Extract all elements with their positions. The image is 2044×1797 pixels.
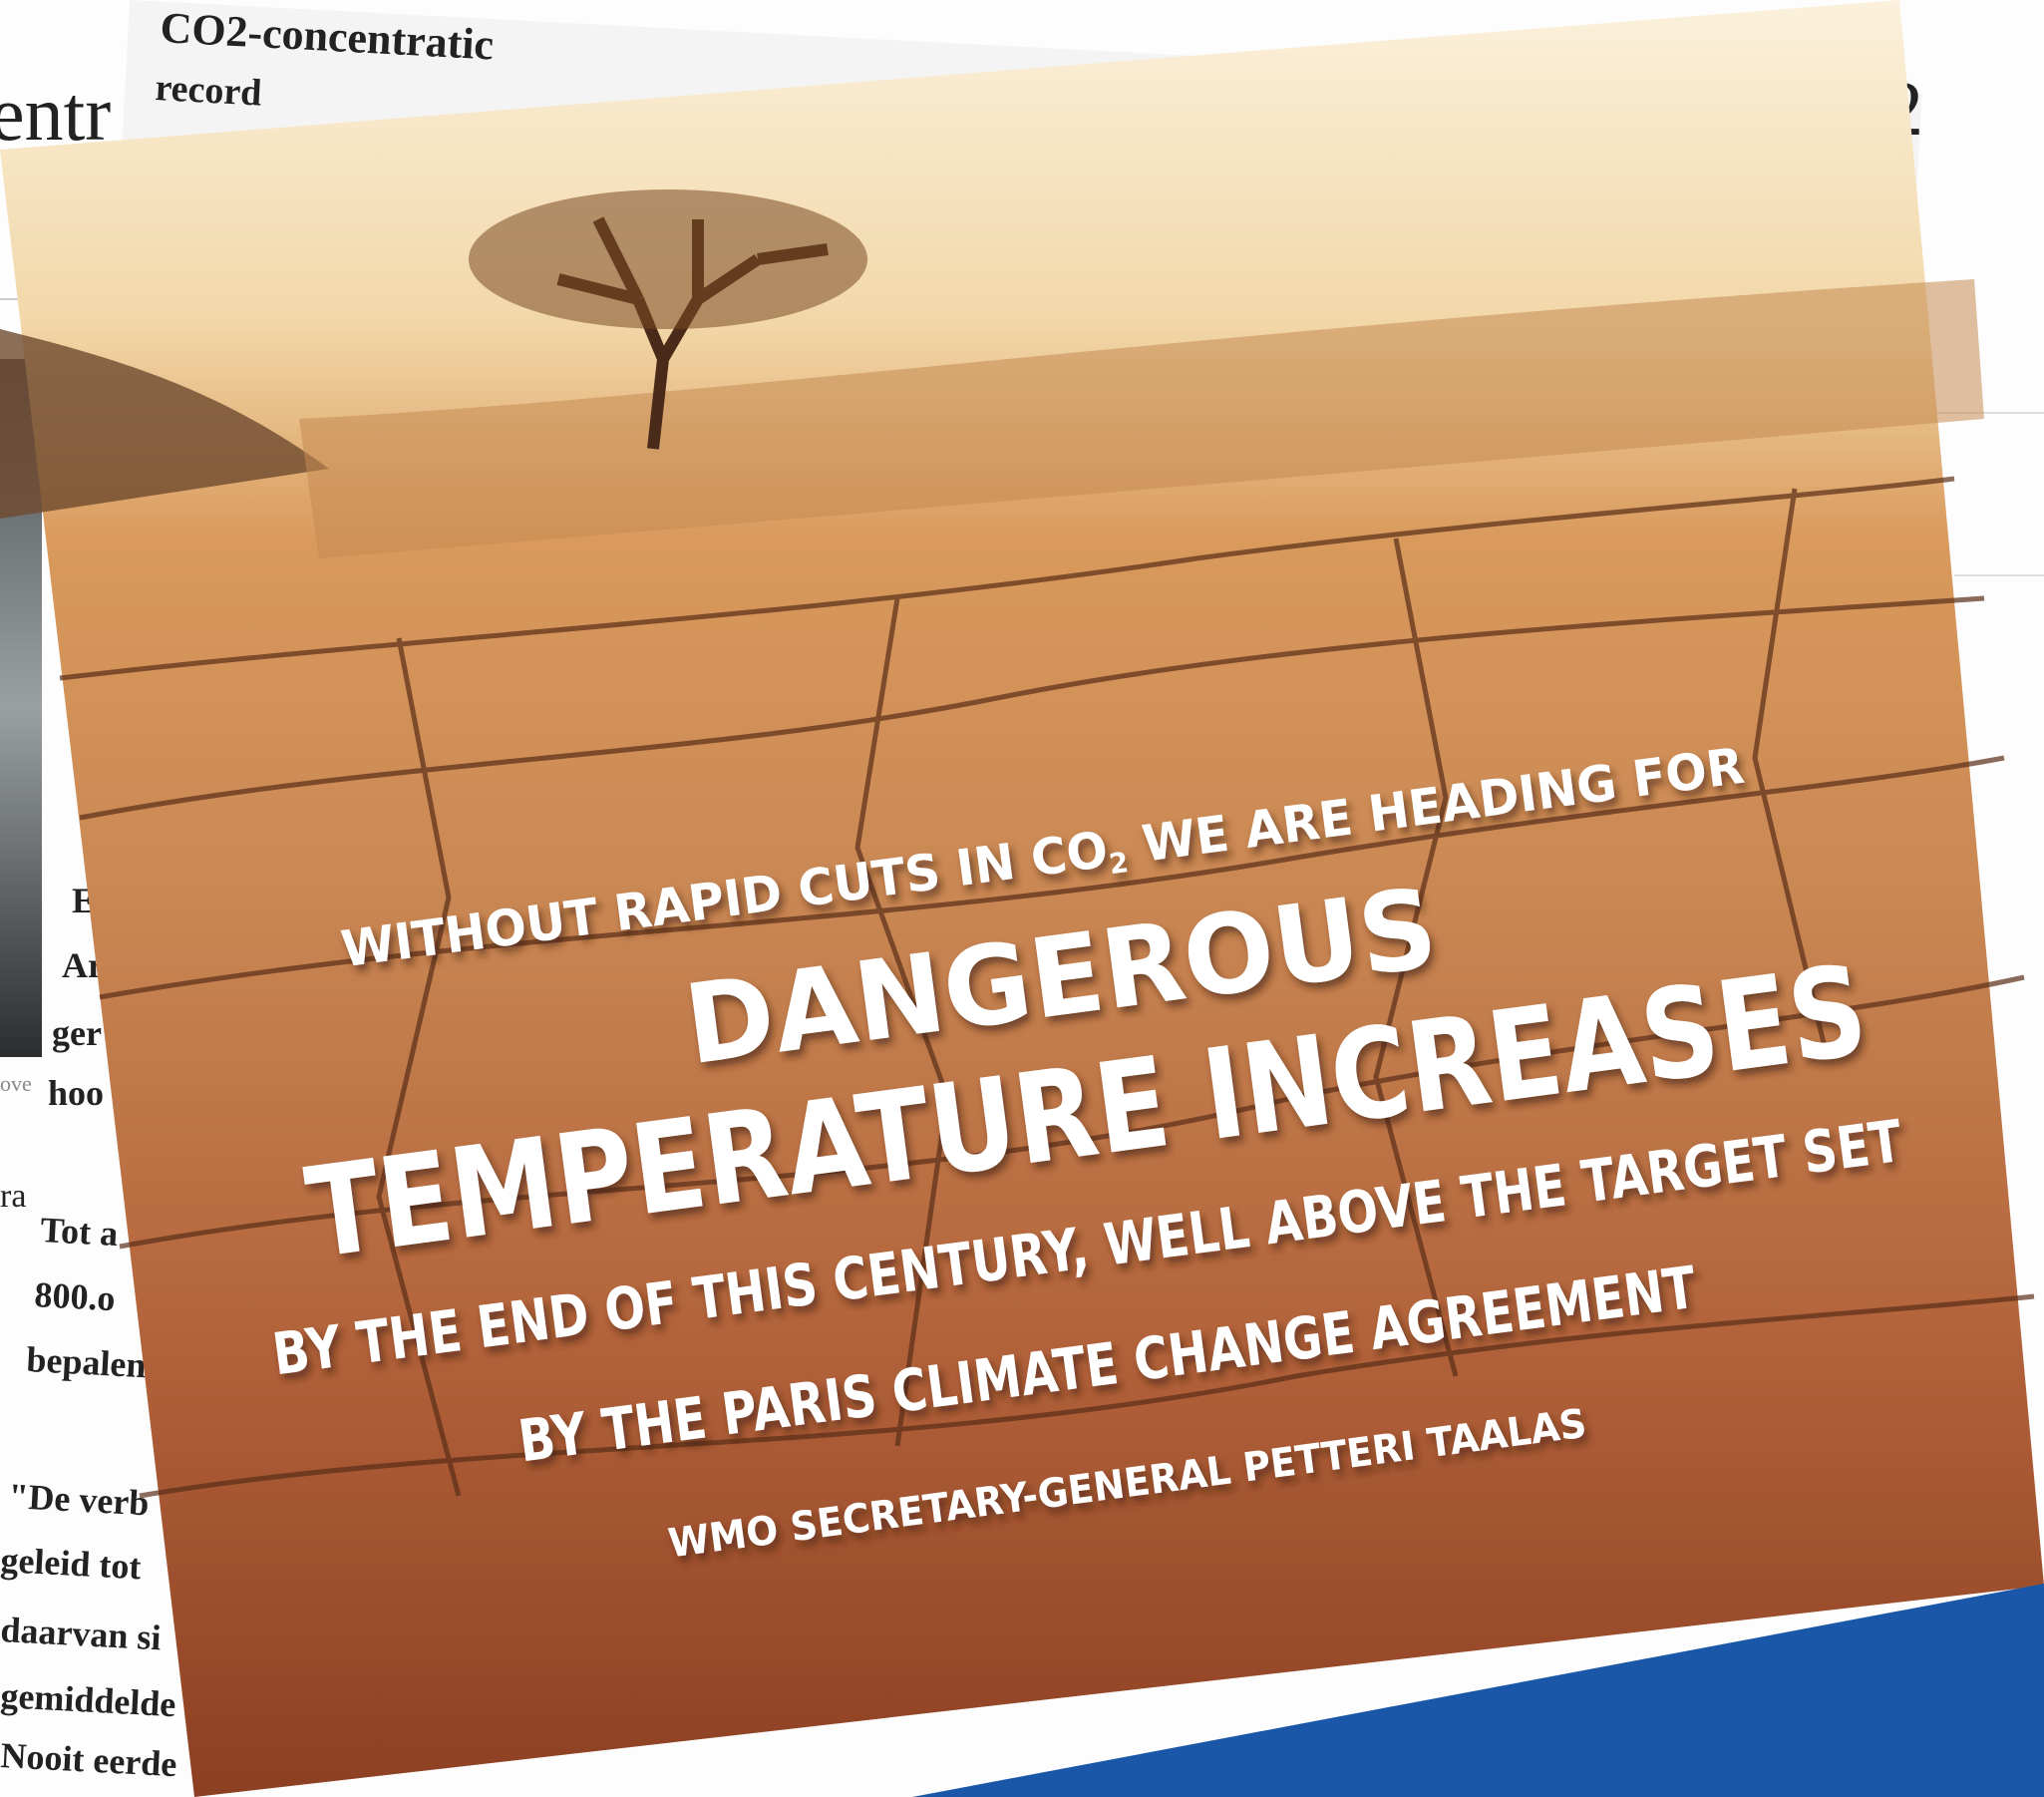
body-fragment: daarvan si (0, 1610, 163, 1657)
body-fragment: 800.o (34, 1274, 117, 1318)
subheadline: record (155, 67, 263, 115)
tree (469, 189, 867, 450)
horizon (299, 279, 1984, 558)
body-fragment: geleid tot (0, 1540, 142, 1587)
body-text: Tot a 800.o bepalen "De verb geleid tot daarv… (0, 1210, 177, 1784)
blue-band (912, 1584, 2044, 1797)
hill (0, 329, 329, 519)
column-fragment: ger (52, 1013, 102, 1053)
big-fragment: entr (0, 70, 111, 157)
body-fragment: gemiddelde (0, 1675, 176, 1724)
side-fragment: ra (0, 1178, 26, 1215)
caption: ove (0, 1071, 32, 1096)
body-fragment: bepalen (26, 1339, 148, 1385)
body-fragment: Nooit eerde (0, 1735, 177, 1784)
cracks (59, 476, 2035, 1499)
body-fragment: "De verb (8, 1476, 151, 1523)
subscript: 2 (1107, 846, 1130, 881)
column-fragment: hoo (48, 1073, 104, 1113)
body-fragment: Tot a (40, 1210, 120, 1254)
